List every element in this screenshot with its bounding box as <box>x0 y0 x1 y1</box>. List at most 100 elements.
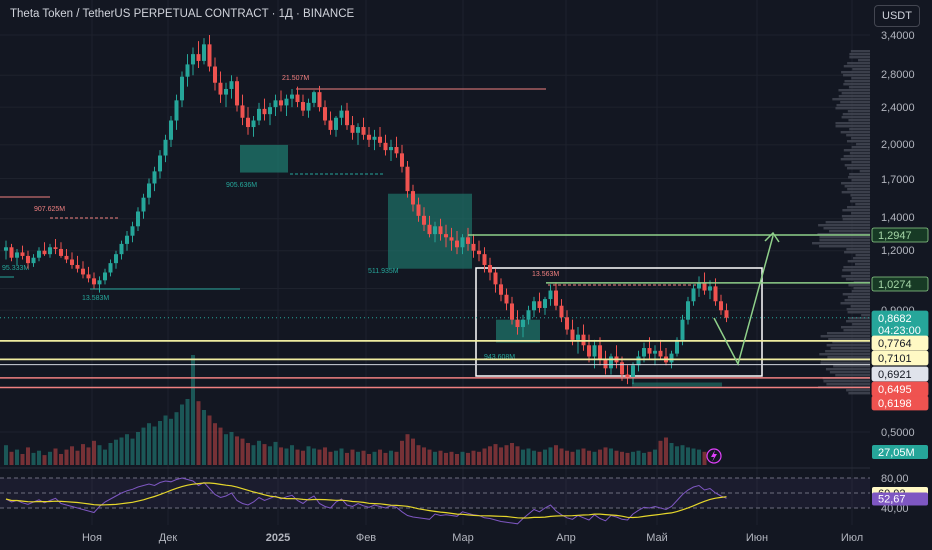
candle-body[interactable] <box>526 310 531 320</box>
candle-body[interactable] <box>482 254 487 265</box>
candle-body[interactable] <box>372 136 377 140</box>
candle-body[interactable] <box>328 120 333 130</box>
candle-body[interactable] <box>4 247 8 251</box>
candle-body[interactable] <box>86 274 91 279</box>
candle-body[interactable] <box>152 171 157 184</box>
candle-body[interactable] <box>477 250 481 255</box>
candle-body[interactable] <box>708 286 712 291</box>
candle-body[interactable] <box>449 237 454 241</box>
candle-body[interactable] <box>207 44 212 67</box>
candle-body[interactable] <box>691 288 696 302</box>
candle-body[interactable] <box>257 108 261 121</box>
candle-body[interactable] <box>554 290 558 306</box>
candle-body[interactable] <box>532 301 536 311</box>
candle-body[interactable] <box>334 117 338 130</box>
candle-body[interactable] <box>284 98 289 106</box>
candle-body[interactable] <box>658 350 663 357</box>
projection-path[interactable] <box>713 235 774 367</box>
candle-body[interactable] <box>37 250 41 258</box>
candle-body[interactable] <box>136 211 140 227</box>
rsi-pane[interactable] <box>0 477 870 525</box>
candle-body[interactable] <box>26 255 30 264</box>
candle-body[interactable] <box>609 356 613 369</box>
candle-body[interactable] <box>422 215 426 225</box>
candle-body[interactable] <box>103 272 107 281</box>
candle-body[interactable] <box>504 294 509 304</box>
candle-body[interactable] <box>191 54 195 65</box>
candle-body[interactable] <box>444 234 448 238</box>
candle-body[interactable] <box>383 142 388 151</box>
candle-body[interactable] <box>345 110 349 126</box>
candle-body[interactable] <box>598 345 602 360</box>
candle-body[interactable] <box>317 92 322 108</box>
candle-body[interactable] <box>653 350 657 354</box>
candle-body[interactable] <box>9 247 14 258</box>
candle-body[interactable] <box>125 235 129 244</box>
candle-body[interactable] <box>92 278 96 285</box>
candle-body[interactable] <box>389 146 393 151</box>
candle-body[interactable] <box>158 155 162 172</box>
candle-body[interactable] <box>339 110 344 118</box>
candle-body[interactable] <box>493 272 498 285</box>
candle-body[interactable] <box>180 76 184 101</box>
candle-body[interactable] <box>427 224 432 235</box>
candle-body[interactable] <box>647 348 652 354</box>
candle-body[interactable] <box>97 280 102 285</box>
candle-body[interactable] <box>361 127 366 135</box>
candle-body[interactable] <box>455 240 459 248</box>
candle-body[interactable] <box>405 166 410 192</box>
candle-body[interactable] <box>42 250 47 255</box>
lightning-icon[interactable] <box>706 448 722 464</box>
candle-body[interactable] <box>312 92 316 103</box>
candle-body[interactable] <box>31 257 36 264</box>
time-axis[interactable]: Ноя Дек 2025 Фев Мар Апр Май Июн Июл <box>82 532 863 544</box>
candle-body[interactable] <box>174 100 179 121</box>
candle-body[interactable] <box>59 248 63 256</box>
candle-body[interactable] <box>460 237 465 248</box>
candle-body[interactable] <box>603 359 608 369</box>
candle-body[interactable] <box>75 264 80 269</box>
candle-body[interactable] <box>521 319 525 328</box>
candle-body[interactable] <box>438 226 443 235</box>
candle-body[interactable] <box>64 255 69 260</box>
candle-body[interactable] <box>559 305 564 318</box>
candle-body[interactable] <box>620 362 624 375</box>
candle-body[interactable] <box>466 237 470 244</box>
candle-body[interactable] <box>488 264 492 273</box>
candle-body[interactable] <box>251 120 256 128</box>
candle-body[interactable] <box>119 243 124 255</box>
candle-body[interactable] <box>592 345 597 357</box>
rsi-line[interactable] <box>5 477 727 525</box>
candle-body[interactable] <box>20 252 25 256</box>
candle-body[interactable] <box>240 105 245 118</box>
candle-body[interactable] <box>323 107 327 121</box>
candle-body[interactable] <box>686 301 690 320</box>
candle-body[interactable] <box>202 44 206 61</box>
candle-body[interactable] <box>268 107 272 115</box>
candle-body[interactable] <box>350 125 355 133</box>
candle-body[interactable] <box>273 100 278 108</box>
candle-body[interactable] <box>702 282 707 291</box>
candle-body[interactable] <box>433 226 437 235</box>
candle-body[interactable] <box>213 66 217 83</box>
candle-body[interactable] <box>114 254 118 264</box>
candle-body[interactable] <box>471 243 476 251</box>
candle-body[interactable] <box>147 183 151 198</box>
candle-body[interactable] <box>499 284 503 295</box>
currency-button[interactable]: USDT <box>874 5 920 27</box>
candle-body[interactable] <box>163 139 168 156</box>
candle-body[interactable] <box>53 247 58 249</box>
candle-body[interactable] <box>378 136 382 143</box>
candle-body[interactable] <box>108 263 113 273</box>
candle-body[interactable] <box>411 191 415 205</box>
candle-body[interactable] <box>416 204 421 216</box>
candle-body[interactable] <box>196 54 201 61</box>
candle-body[interactable] <box>279 100 283 106</box>
candle-body[interactable] <box>719 301 723 311</box>
candle-body[interactable] <box>675 339 679 354</box>
candle-body[interactable] <box>510 303 514 320</box>
candle-body[interactable] <box>185 64 190 77</box>
candle-body[interactable] <box>229 81 234 89</box>
candle-body[interactable] <box>356 127 360 133</box>
